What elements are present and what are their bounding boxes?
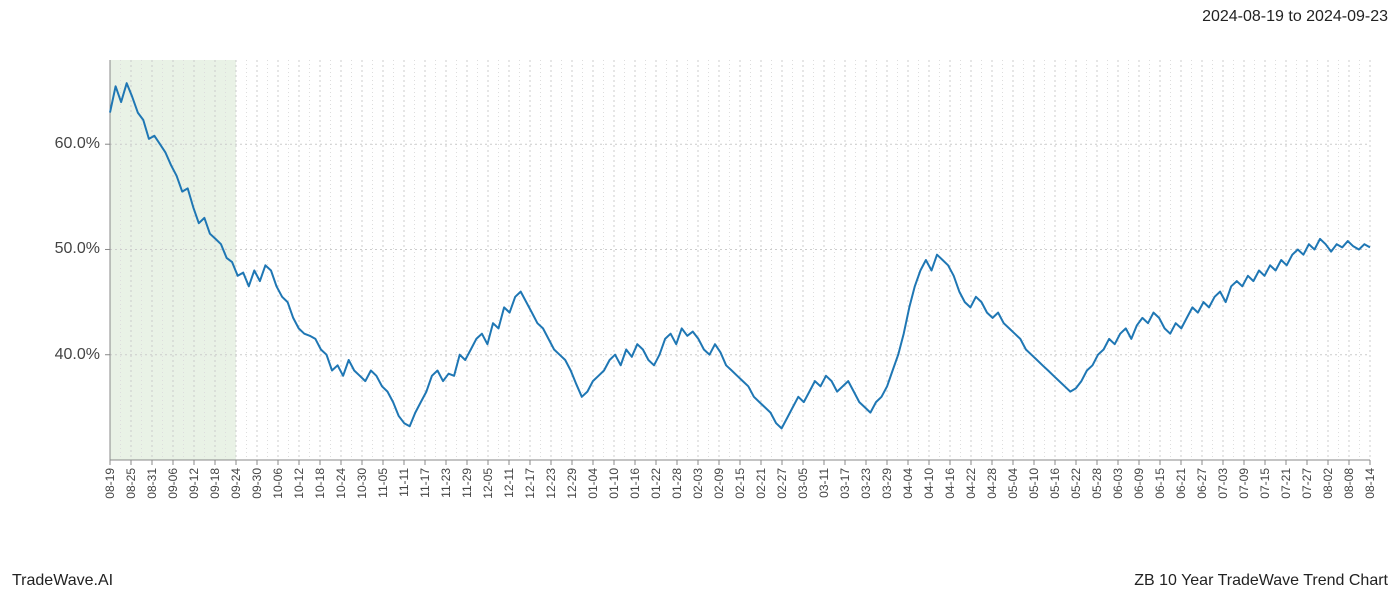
x-tick-label: 07-27 xyxy=(1300,468,1314,499)
y-tick-label: 50.0% xyxy=(20,240,100,258)
y-tick-label: 60.0% xyxy=(20,135,100,153)
x-tick-label: 12-05 xyxy=(481,468,495,499)
x-tick-label: 11-23 xyxy=(439,468,453,498)
x-tick-label: 04-10 xyxy=(922,468,936,499)
x-tick-label: 05-28 xyxy=(1090,468,1104,499)
x-tick-label: 11-05 xyxy=(376,468,390,498)
x-tick-label: 03-05 xyxy=(796,468,810,499)
x-tick-label: 06-15 xyxy=(1153,468,1167,499)
x-tick-label: 03-23 xyxy=(859,468,873,499)
x-tick-label: 08-25 xyxy=(124,468,138,499)
x-tick-label: 03-29 xyxy=(880,468,894,499)
x-tick-label: 07-21 xyxy=(1279,468,1293,499)
x-tick-label: 01-04 xyxy=(586,468,600,499)
x-tick-label: 10-18 xyxy=(313,468,327,499)
x-tick-label: 08-31 xyxy=(145,468,159,499)
x-tick-label: 08-02 xyxy=(1321,468,1335,499)
x-tick-label: 02-21 xyxy=(754,468,768,499)
x-tick-label: 07-03 xyxy=(1216,468,1230,499)
x-tick-label: 11-29 xyxy=(460,468,474,498)
x-tick-label: 06-03 xyxy=(1111,468,1125,499)
x-tick-label: 06-27 xyxy=(1195,468,1209,499)
trend-chart xyxy=(90,50,1380,470)
x-tick-label: 03-17 xyxy=(838,468,852,499)
x-tick-label: 09-06 xyxy=(166,468,180,499)
date-range-label: 2024-08-19 to 2024-09-23 xyxy=(1202,8,1388,26)
x-tick-label: 05-16 xyxy=(1048,468,1062,499)
x-tick-label: 12-29 xyxy=(565,468,579,499)
x-tick-label: 01-22 xyxy=(649,468,663,499)
x-tick-label: 12-17 xyxy=(523,468,537,499)
x-tick-label: 09-12 xyxy=(187,468,201,499)
chart-svg xyxy=(90,50,1380,470)
x-tick-label: 06-09 xyxy=(1132,468,1146,499)
x-tick-label: 07-15 xyxy=(1258,468,1272,499)
x-tick-label: 09-30 xyxy=(250,468,264,499)
x-tick-label: 05-22 xyxy=(1069,468,1083,499)
x-tick-label: 04-22 xyxy=(964,468,978,499)
x-tick-label: 10-06 xyxy=(271,468,285,499)
x-tick-label: 02-27 xyxy=(775,468,789,499)
x-tick-label: 10-30 xyxy=(355,468,369,499)
x-tick-label: 05-04 xyxy=(1006,468,1020,499)
footer-brand: TradeWave.AI xyxy=(12,572,113,590)
x-tick-label: 11-17 xyxy=(418,468,432,498)
x-tick-label: 10-24 xyxy=(334,468,348,499)
x-tick-label: 02-15 xyxy=(733,468,747,499)
x-tick-label: 02-03 xyxy=(691,468,705,499)
x-tick-label: 09-18 xyxy=(208,468,222,499)
x-tick-label: 12-23 xyxy=(544,468,558,499)
x-tick-label: 08-14 xyxy=(1363,468,1377,499)
y-tick-label: 40.0% xyxy=(20,346,100,364)
x-tick-label: 01-10 xyxy=(607,468,621,499)
x-tick-label: 11-11 xyxy=(397,468,411,497)
x-tick-label: 04-16 xyxy=(943,468,957,499)
x-tick-label: 08-19 xyxy=(103,468,117,499)
x-tick-label: 05-10 xyxy=(1027,468,1041,499)
x-tick-label: 04-04 xyxy=(901,468,915,499)
footer-chart-title: ZB 10 Year TradeWave Trend Chart xyxy=(1134,572,1388,590)
x-tick-label: 08-08 xyxy=(1342,468,1356,499)
x-tick-label: 07-09 xyxy=(1237,468,1251,499)
x-tick-label: 01-28 xyxy=(670,468,684,499)
x-tick-label: 12-11 xyxy=(502,468,516,498)
x-tick-label: 10-12 xyxy=(292,468,306,499)
x-tick-label: 09-24 xyxy=(229,468,243,499)
x-tick-label: 04-28 xyxy=(985,468,999,499)
x-tick-label: 03-11 xyxy=(817,468,831,498)
x-tick-label: 02-09 xyxy=(712,468,726,499)
x-tick-label: 01-16 xyxy=(628,468,642,499)
x-tick-label: 06-21 xyxy=(1174,468,1188,499)
